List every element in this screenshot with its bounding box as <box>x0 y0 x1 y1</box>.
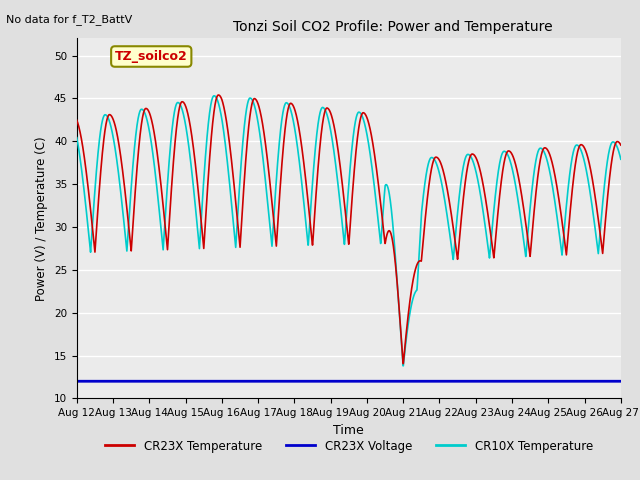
Y-axis label: Power (V) / Temperature (C): Power (V) / Temperature (C) <box>35 136 48 300</box>
Text: No data for f_T2_BattV: No data for f_T2_BattV <box>6 14 132 25</box>
Legend: CR23X Temperature, CR23X Voltage, CR10X Temperature: CR23X Temperature, CR23X Voltage, CR10X … <box>100 435 598 457</box>
X-axis label: Time: Time <box>333 424 364 437</box>
Title: Tonzi Soil CO2 Profile: Power and Temperature: Tonzi Soil CO2 Profile: Power and Temper… <box>232 21 552 35</box>
Text: TZ_soilco2: TZ_soilco2 <box>115 50 188 63</box>
